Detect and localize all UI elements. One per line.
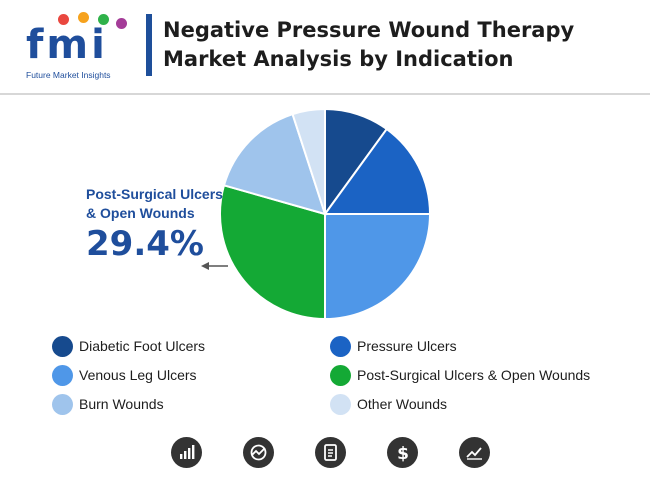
legend-label: Post-Surgical Ulcers & Open Wounds: [357, 367, 591, 383]
pie-slice-pressure-ulcers: [323, 127, 432, 215]
svg-text:$: $: [397, 444, 409, 463]
pie-slices: [219, 107, 432, 321]
logo-tagline: Future Market Insights: [26, 70, 111, 80]
pie-slice-post-surgical-ulcers-open-wounds: [219, 184, 326, 321]
legend-item: Pressure Ulcers: [330, 334, 457, 358]
legend-item: Burn Wounds: [52, 392, 164, 416]
callout-value: 29.4%: [86, 224, 204, 264]
legend-swatch: [52, 393, 73, 415]
bar-chart-icon: [171, 437, 202, 468]
pie-gauge-icon: [243, 437, 274, 468]
legend-item: Post-Surgical Ulcers & Open Wounds: [330, 363, 590, 387]
legend-label: Pressure Ulcers: [357, 338, 457, 354]
legend-label: Venous Leg Ulcers: [79, 367, 197, 383]
logo-text: fmi: [26, 22, 108, 68]
dollar-icon: $: [387, 437, 418, 468]
legend-item: Other Wounds: [330, 392, 447, 416]
title-line-2: Market Analysis by Indication: [163, 47, 514, 71]
legend-swatch: [52, 335, 73, 357]
legend-swatch: [330, 335, 351, 357]
callout-label: Post-Surgical Ulcers & Open Wounds: [86, 186, 223, 221]
pie-callout: Post-Surgical Ulcers & Open Wounds 29.4%: [86, 185, 226, 264]
header: fmi Future Market Insights Negative Pres…: [0, 0, 650, 92]
legend-label: Burn Wounds: [79, 396, 164, 412]
legend-label: Other Wounds: [357, 396, 448, 412]
header-divider: [0, 93, 650, 95]
title-line-1: Negative Pressure Wound Therapy: [163, 18, 575, 42]
callout-arrow: [201, 262, 228, 270]
pie-slice-other-wounds: [291, 107, 326, 215]
page-title: Negative Pressure Wound Therapy Market A…: [163, 16, 633, 74]
fmi-logo: fmi Future Market Insights: [22, 12, 134, 80]
legend-swatch: [330, 393, 351, 415]
pie-slice-venous-leg-ulcers: [324, 213, 432, 321]
legend-swatch: [330, 364, 351, 386]
legend-item: Venous Leg Ulcers: [52, 363, 197, 387]
trend-line-icon: [459, 437, 490, 468]
document-icon: [315, 437, 346, 468]
title-accent-bar: [146, 14, 152, 76]
legend-label: Diabetic Foot Ulcers: [79, 338, 206, 354]
legend-item: Diabetic Foot Ulcers: [52, 334, 205, 358]
legend-swatch: [52, 364, 73, 386]
